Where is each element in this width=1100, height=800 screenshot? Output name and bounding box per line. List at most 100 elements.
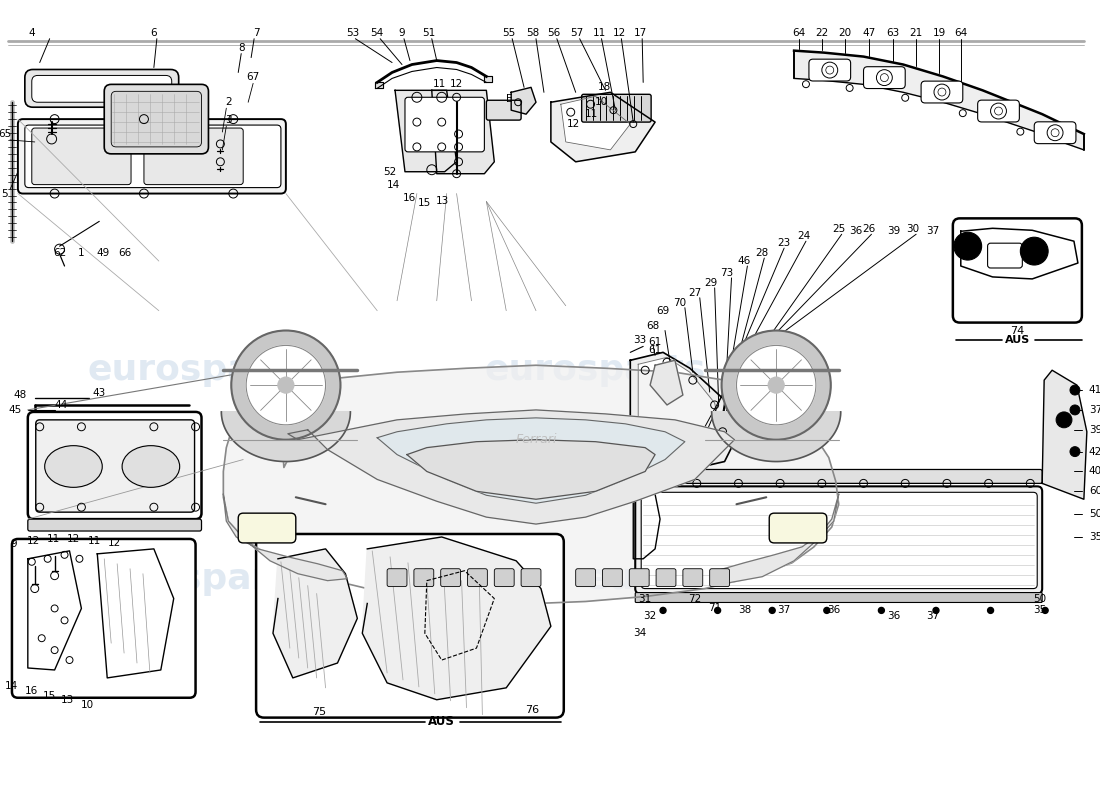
FancyBboxPatch shape [28, 519, 201, 531]
FancyBboxPatch shape [635, 470, 1042, 483]
Text: 19: 19 [933, 28, 946, 38]
FancyBboxPatch shape [629, 569, 649, 586]
Text: 16: 16 [25, 686, 39, 696]
Text: 36: 36 [827, 606, 840, 615]
Circle shape [722, 330, 830, 440]
Polygon shape [561, 96, 630, 150]
Text: 39: 39 [1089, 425, 1100, 434]
Circle shape [1070, 405, 1080, 415]
Text: 12: 12 [450, 79, 463, 90]
Text: 60: 60 [1089, 486, 1100, 496]
Text: 5: 5 [2, 189, 9, 198]
Text: 55: 55 [503, 28, 516, 38]
Circle shape [246, 346, 326, 425]
FancyBboxPatch shape [468, 569, 487, 586]
Text: 12: 12 [28, 536, 41, 546]
Polygon shape [551, 92, 656, 162]
FancyBboxPatch shape [25, 125, 280, 187]
Circle shape [769, 607, 776, 614]
Polygon shape [713, 494, 838, 582]
Text: 41: 41 [1089, 385, 1100, 395]
FancyBboxPatch shape [710, 569, 729, 586]
Circle shape [231, 330, 341, 440]
Text: 13: 13 [436, 195, 449, 206]
Text: 37: 37 [926, 226, 939, 236]
Text: 20: 20 [838, 28, 851, 38]
Text: 73: 73 [719, 268, 734, 278]
FancyBboxPatch shape [953, 218, 1082, 322]
FancyBboxPatch shape [978, 100, 1020, 122]
Text: 57: 57 [570, 28, 583, 38]
Text: 7: 7 [253, 28, 260, 38]
FancyBboxPatch shape [988, 243, 1022, 268]
Polygon shape [638, 358, 723, 465]
Text: 33: 33 [634, 335, 647, 346]
Text: 75: 75 [312, 706, 327, 717]
FancyBboxPatch shape [256, 534, 564, 718]
FancyBboxPatch shape [864, 66, 905, 89]
Text: 61: 61 [649, 338, 662, 347]
Text: 47: 47 [862, 28, 876, 38]
Text: 64: 64 [954, 28, 967, 38]
Polygon shape [794, 50, 1084, 150]
Text: 58: 58 [527, 28, 540, 38]
Text: eurosparts: eurosparts [88, 354, 309, 387]
FancyBboxPatch shape [12, 539, 196, 698]
FancyBboxPatch shape [635, 486, 1042, 594]
Text: 15: 15 [418, 198, 431, 209]
Circle shape [1070, 385, 1080, 395]
Text: 1: 1 [78, 248, 85, 258]
Text: 26: 26 [862, 224, 876, 234]
Circle shape [737, 346, 816, 425]
Text: 37: 37 [1089, 405, 1100, 415]
FancyBboxPatch shape [603, 569, 623, 586]
Polygon shape [377, 418, 685, 503]
FancyBboxPatch shape [769, 513, 827, 543]
Text: 16: 16 [403, 193, 416, 202]
Text: 70: 70 [673, 298, 686, 308]
Text: 71: 71 [708, 603, 722, 614]
Text: 14: 14 [386, 180, 399, 190]
Text: 10: 10 [80, 700, 94, 710]
Text: eurosparts: eurosparts [88, 562, 309, 596]
FancyBboxPatch shape [575, 569, 595, 586]
Polygon shape [432, 90, 494, 174]
Text: 12: 12 [108, 538, 121, 548]
Polygon shape [634, 483, 660, 559]
Text: 22: 22 [815, 28, 828, 38]
Circle shape [278, 377, 294, 393]
Text: 34: 34 [634, 628, 647, 638]
Polygon shape [221, 412, 351, 462]
Text: 9: 9 [11, 539, 18, 549]
Circle shape [954, 232, 981, 260]
FancyBboxPatch shape [683, 569, 703, 586]
Polygon shape [512, 87, 536, 114]
Text: 39: 39 [887, 226, 900, 236]
Polygon shape [407, 440, 656, 499]
Polygon shape [712, 412, 840, 462]
Text: 32: 32 [644, 611, 657, 622]
Text: 14: 14 [6, 681, 19, 691]
Ellipse shape [45, 446, 102, 487]
Text: 36: 36 [849, 226, 862, 236]
Text: 62: 62 [53, 248, 66, 258]
Polygon shape [395, 90, 456, 172]
Text: 38: 38 [738, 606, 751, 615]
Text: 30: 30 [906, 224, 920, 234]
Text: 27: 27 [689, 288, 702, 298]
Circle shape [660, 607, 666, 614]
Text: 11: 11 [593, 28, 606, 38]
FancyBboxPatch shape [32, 75, 172, 102]
Text: 37: 37 [778, 606, 791, 615]
Text: 10: 10 [595, 98, 608, 107]
Text: 46: 46 [738, 256, 751, 266]
Text: 69: 69 [657, 306, 670, 316]
Circle shape [933, 607, 939, 614]
FancyBboxPatch shape [18, 119, 286, 194]
Text: 2: 2 [226, 98, 232, 107]
FancyBboxPatch shape [521, 569, 541, 586]
Text: 66: 66 [119, 248, 132, 258]
Ellipse shape [122, 446, 179, 487]
FancyBboxPatch shape [387, 569, 407, 586]
Text: 59: 59 [579, 454, 592, 465]
